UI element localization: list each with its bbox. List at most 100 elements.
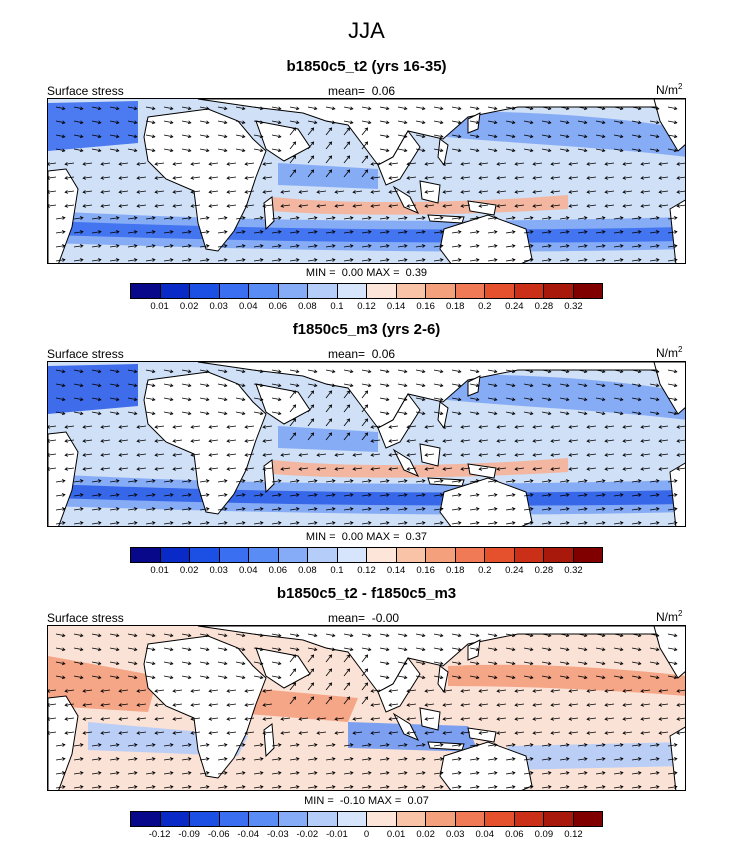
wind-arrow: [343, 682, 350, 691]
colorbar-tick-label: 0.01: [150, 565, 169, 576]
wind-arrow: [209, 689, 219, 692]
wind-arrow-head: [64, 439, 69, 443]
wind-arrow-head: [475, 633, 480, 638]
wind-arrow: [55, 633, 65, 637]
wind-arrow: [649, 369, 659, 373]
colorbar-swatch: [160, 548, 190, 562]
wind-arrow: [191, 425, 201, 428]
wind-arrow-head: [310, 127, 315, 131]
wind-arrow: [551, 731, 561, 734]
wind-arrow-head: [583, 383, 588, 388]
wind-arrow: [551, 453, 561, 456]
wind-arrow: [433, 120, 443, 124]
wind-arrow-head: [511, 383, 516, 388]
wind-arrow: [199, 245, 209, 248]
wind-arrow: [343, 259, 353, 262]
wind-arrow: [613, 120, 623, 124]
wind-arrow-head: [496, 176, 501, 180]
wind-arrow-head: [79, 647, 84, 652]
wind-arrow-head: [97, 369, 102, 374]
wind-arrow-head: [292, 155, 297, 159]
wind-arrow: [83, 425, 93, 428]
wind-arrow: [227, 425, 237, 428]
colorbar-swatch: [131, 812, 161, 826]
wind-arrow-head: [568, 703, 573, 707]
wind-arrow: [461, 190, 471, 193]
wind-arrow-head: [172, 703, 177, 707]
wind-arrow: [83, 467, 93, 470]
wind-arrow: [289, 141, 296, 150]
wind-arrow-head: [133, 216, 138, 220]
wind-arrow-head: [385, 633, 390, 638]
wind-arrow: [461, 467, 471, 470]
wind-arrow: [325, 786, 335, 789]
wind-arrow-head: [295, 493, 300, 497]
wind-arrow: [487, 661, 497, 665]
wind-arrow: [281, 204, 291, 207]
wind-arrow: [641, 439, 651, 442]
colorbar-swatch: [219, 812, 249, 826]
wind-arrow-head: [421, 743, 426, 747]
wind-arrow-head: [547, 757, 552, 761]
wind-arrow: [397, 383, 407, 387]
land-mass: [467, 200, 497, 216]
wind-arrow-head: [97, 134, 102, 139]
wind-arrow: [379, 758, 389, 761]
wind-arrow-head: [169, 521, 174, 525]
wind-arrow: [379, 633, 389, 637]
wind-arrow: [443, 703, 453, 706]
wind-arrow: [523, 120, 533, 124]
wind-arrow: [433, 106, 443, 110]
wind-arrow-head: [118, 453, 123, 457]
wind-arrow-head: [583, 134, 588, 139]
wind-arrow-head: [118, 162, 123, 166]
wind-arrow-head: [676, 439, 681, 443]
wind-arrow-head: [622, 453, 627, 457]
colorbar-tick-label: 0.06: [268, 301, 288, 312]
wind-arrow: [487, 397, 497, 401]
wind-arrow: [371, 717, 381, 720]
wind-arrow-head: [565, 230, 570, 234]
wind-arrow-head: [352, 731, 357, 735]
wind-arrow-head: [331, 743, 336, 747]
wind-arrow-head: [280, 204, 285, 208]
wind-arrow: [667, 744, 677, 747]
wind-arrow-head: [622, 703, 627, 707]
wind-arrow: [469, 383, 479, 387]
wind-arrow-head: [637, 258, 642, 262]
wind-arrow-head: [79, 120, 84, 125]
wind-arrow-head: [169, 675, 174, 680]
wind-arrow: [55, 245, 65, 248]
wind-arrow-head: [586, 439, 591, 443]
wind-arrow-head: [406, 731, 411, 735]
wind-arrow: [317, 453, 327, 456]
wind-arrow-head: [439, 411, 444, 416]
colorbar-tick-label: 0.08: [298, 301, 317, 312]
wind-arrow: [253, 675, 263, 679]
wind-arrow-head: [673, 771, 678, 775]
wind-arrow-head: [457, 216, 462, 220]
wind-arrow: [623, 453, 633, 456]
wind-arrow-head: [568, 176, 573, 180]
wind-arrow-head: [601, 397, 606, 402]
wind-arrow-head: [457, 383, 462, 388]
wind-arrow: [415, 397, 425, 401]
wind-arrow-head: [169, 244, 174, 248]
wind-arrow-head: [457, 244, 462, 248]
wind-arrow-head: [619, 244, 624, 248]
wind-arrow-head: [370, 190, 375, 194]
wind-arrow-head: [64, 689, 69, 693]
wind-arrow: [235, 661, 245, 665]
wind-arrow: [127, 480, 137, 483]
wind-arrow-head: [673, 647, 678, 652]
colorbar-tick-label: 0.32: [564, 301, 583, 312]
wind-arrow-head: [205, 383, 210, 388]
wind-arrow-head: [421, 134, 426, 139]
wind-arrow: [595, 772, 605, 775]
colorbar-tick-label: 0.12: [564, 829, 583, 840]
wind-arrow-head: [79, 411, 84, 416]
wind-arrow-head: [529, 216, 534, 220]
wind-arrow: [469, 675, 479, 679]
wind-arrow-head: [115, 771, 120, 775]
wind-arrow: [145, 758, 155, 761]
